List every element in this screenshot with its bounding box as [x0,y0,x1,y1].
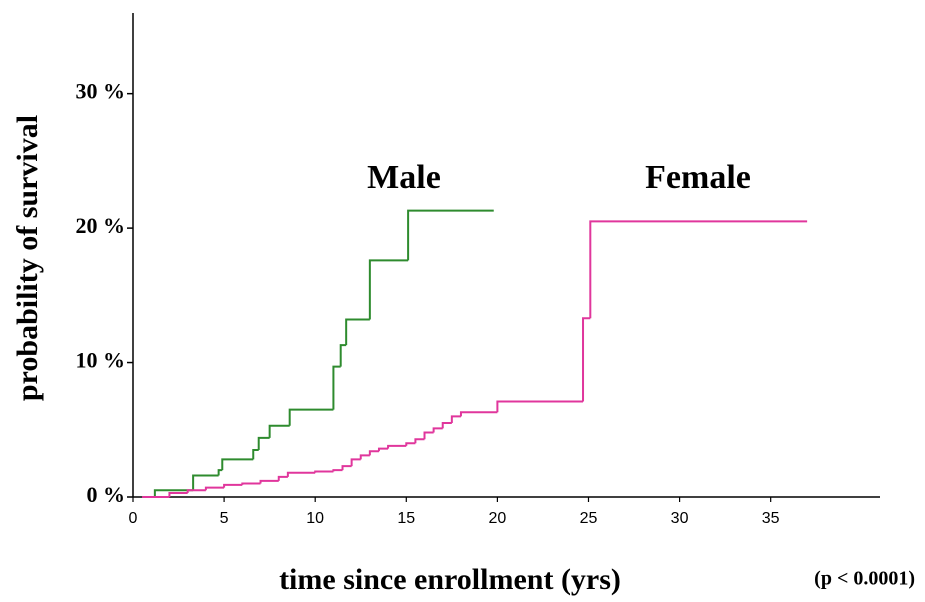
series-label: Male [367,159,441,196]
x-tick-label: 20 [488,510,506,527]
step-segment [217,469,223,476]
step-segment [204,486,225,491]
y-axis-label: probability of survival [11,115,44,401]
step-segment [423,431,434,440]
step-segment [277,475,288,481]
y-tick-label: 10 % [76,348,126,373]
y-tick-label: 30 % [76,79,126,104]
step-segment [332,469,343,472]
step-segment [332,365,341,410]
step-segment [368,450,379,456]
x-tick-label: 25 [580,510,598,527]
step-segment [405,442,416,446]
x-tick-label: 35 [762,510,780,527]
annotation: (p < 0.0001) [814,568,915,590]
step-segment [252,448,259,460]
x-tick-label: 5 [220,510,229,527]
step-segment [257,436,270,450]
step-segment [368,259,409,320]
step-segment [450,415,461,424]
step-segment [432,427,443,433]
x-tick-label: 0 [129,510,138,527]
step-segment [459,411,498,417]
step-segment [582,317,591,402]
step-segment [268,424,290,438]
step-segment [168,491,188,497]
step-segment [387,444,407,449]
x-tick-label: 30 [671,510,689,527]
step-segment [407,209,494,261]
step-segment [589,220,808,319]
x-axis-label: time since enrollment (yrs) [279,563,621,596]
step-segment [286,471,316,477]
step-segment [345,318,370,346]
step-segment [241,482,261,485]
step-segment [259,479,279,484]
step-segment [350,458,361,467]
x-tick-label: 15 [397,510,415,527]
step-segment [414,438,425,444]
step-segment [496,400,584,413]
step-segment [314,470,334,473]
step-segment [153,489,194,497]
step-segment [341,465,352,471]
step-segment [221,458,254,471]
step-segment [192,474,219,491]
series-label: Female [645,159,751,196]
x-tick-label: 10 [306,510,324,527]
step-segment [377,447,389,452]
step-segment [359,454,370,460]
step-segment [223,483,243,488]
y-tick-label: 0 % [87,482,126,507]
step-segment [288,408,334,426]
step-segment [339,344,347,367]
y-tick-label: 20 % [76,213,126,238]
step-segment [441,422,452,429]
step-segment [186,489,206,493]
